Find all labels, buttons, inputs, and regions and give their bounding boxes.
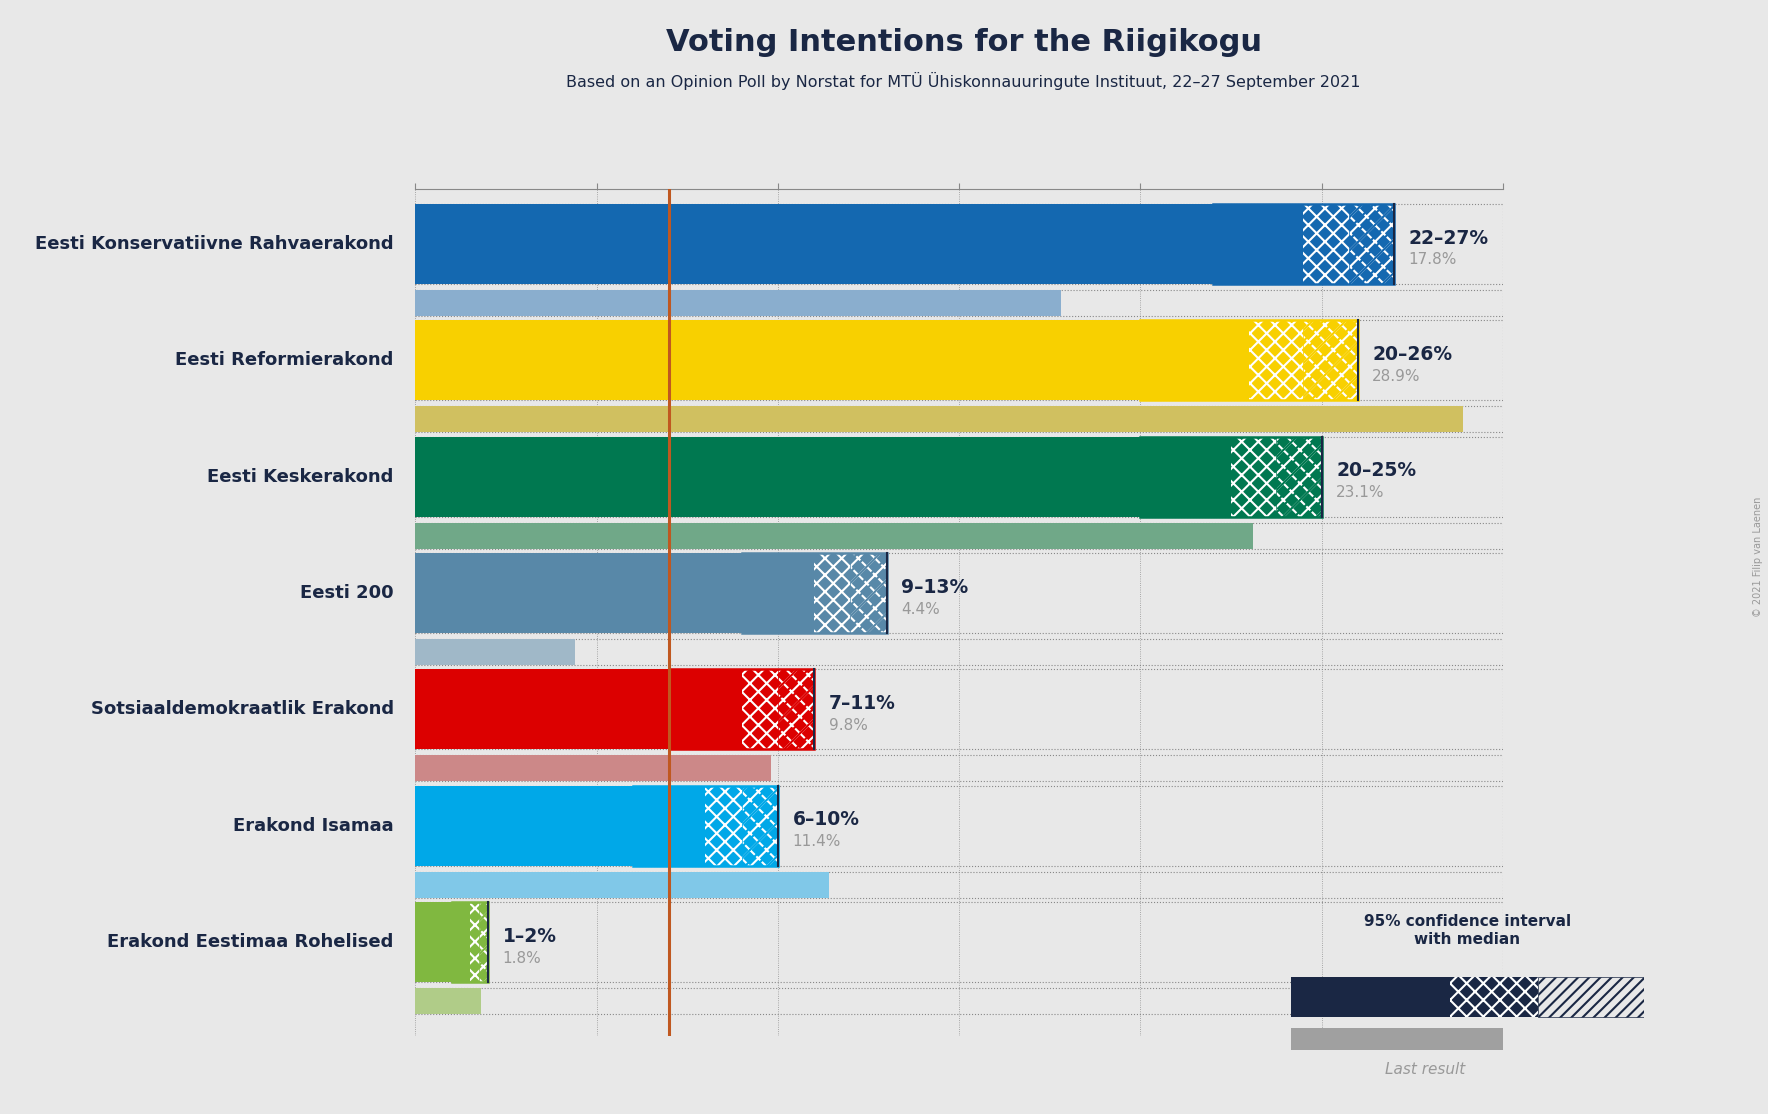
Bar (415, 522, 1254, 549)
Text: 4.4%: 4.4% (902, 602, 941, 616)
Bar (1303, 321, 1358, 400)
Bar (778, 670, 813, 750)
Bar (1303, 204, 1393, 284)
Text: 28.9%: 28.9% (1372, 369, 1421, 384)
Bar (470, 902, 488, 983)
Text: Based on an Opinion Poll by Norstat for MTÜ Ühiskonnauuringute Instituut, 22–27 : Based on an Opinion Poll by Norstat for … (566, 72, 1361, 90)
Bar (1276, 437, 1322, 517)
Bar (813, 553, 888, 633)
Text: 1–2%: 1–2% (502, 927, 557, 946)
Bar (1140, 437, 1322, 517)
Bar (415, 755, 771, 781)
Bar (1231, 437, 1322, 517)
Bar (415, 204, 1303, 284)
Bar (1248, 321, 1358, 400)
Bar (1231, 437, 1322, 517)
Text: 22–27%: 22–27% (1409, 228, 1489, 247)
Text: Voting Intentions for the Riigikogu: Voting Intentions for the Riigikogu (665, 28, 1262, 57)
Bar (415, 871, 829, 898)
Bar (415, 321, 1248, 400)
Text: Sotsiaaldemokraatlik Erakond: Sotsiaaldemokraatlik Erakond (90, 701, 394, 719)
Text: Eesti 200: Eesti 200 (301, 584, 394, 602)
Text: 11.4%: 11.4% (792, 834, 842, 849)
Bar (633, 785, 778, 866)
Bar (743, 670, 813, 750)
Bar (415, 290, 1061, 316)
Text: 9.8%: 9.8% (829, 717, 868, 733)
Bar (415, 407, 1462, 432)
Text: 1.8%: 1.8% (502, 950, 541, 966)
Bar (1303, 204, 1393, 284)
Bar (470, 902, 488, 983)
Bar (705, 785, 778, 866)
Text: 9–13%: 9–13% (902, 578, 969, 597)
Bar (743, 553, 888, 633)
Bar (415, 437, 1231, 517)
Bar (1450, 977, 1538, 1017)
Bar (743, 785, 778, 866)
Text: 7–11%: 7–11% (829, 694, 896, 713)
Text: Eesti Konservatiivne Rahvaerakond: Eesti Konservatiivne Rahvaerakond (35, 235, 394, 253)
Bar (415, 988, 481, 1014)
Bar (1291, 1027, 1503, 1049)
Bar (1248, 321, 1358, 400)
Text: Eesti Reformierakond: Eesti Reformierakond (175, 351, 394, 370)
Bar (813, 553, 888, 633)
Bar (1349, 204, 1395, 284)
Bar (1291, 977, 1450, 1017)
Text: 17.8%: 17.8% (1409, 253, 1457, 267)
Text: Erakond Eestimaa Rohelised: Erakond Eestimaa Rohelised (108, 934, 394, 951)
Bar (453, 902, 488, 983)
Text: 20–26%: 20–26% (1372, 345, 1453, 364)
Text: 20–25%: 20–25% (1337, 461, 1416, 480)
Text: 6–10%: 6–10% (792, 811, 859, 830)
Bar (668, 670, 813, 750)
Bar (479, 902, 488, 983)
Bar (1213, 204, 1395, 284)
Bar (743, 670, 813, 750)
Bar (1538, 977, 1644, 1017)
Bar (415, 553, 813, 633)
Bar (415, 670, 743, 750)
Bar (1140, 321, 1358, 400)
Bar (415, 639, 575, 665)
Bar (415, 785, 705, 866)
Text: Last result: Last result (1384, 1062, 1466, 1076)
Text: © 2021 Filip van Laenen: © 2021 Filip van Laenen (1752, 497, 1763, 617)
Bar (850, 553, 888, 633)
Bar (415, 902, 470, 983)
Text: 23.1%: 23.1% (1337, 486, 1384, 500)
Text: 95% confidence interval
with median: 95% confidence interval with median (1363, 915, 1572, 947)
Text: Erakond Isamaa: Erakond Isamaa (233, 817, 394, 834)
Bar (705, 785, 778, 866)
Text: Eesti Keskerakond: Eesti Keskerakond (207, 468, 394, 486)
